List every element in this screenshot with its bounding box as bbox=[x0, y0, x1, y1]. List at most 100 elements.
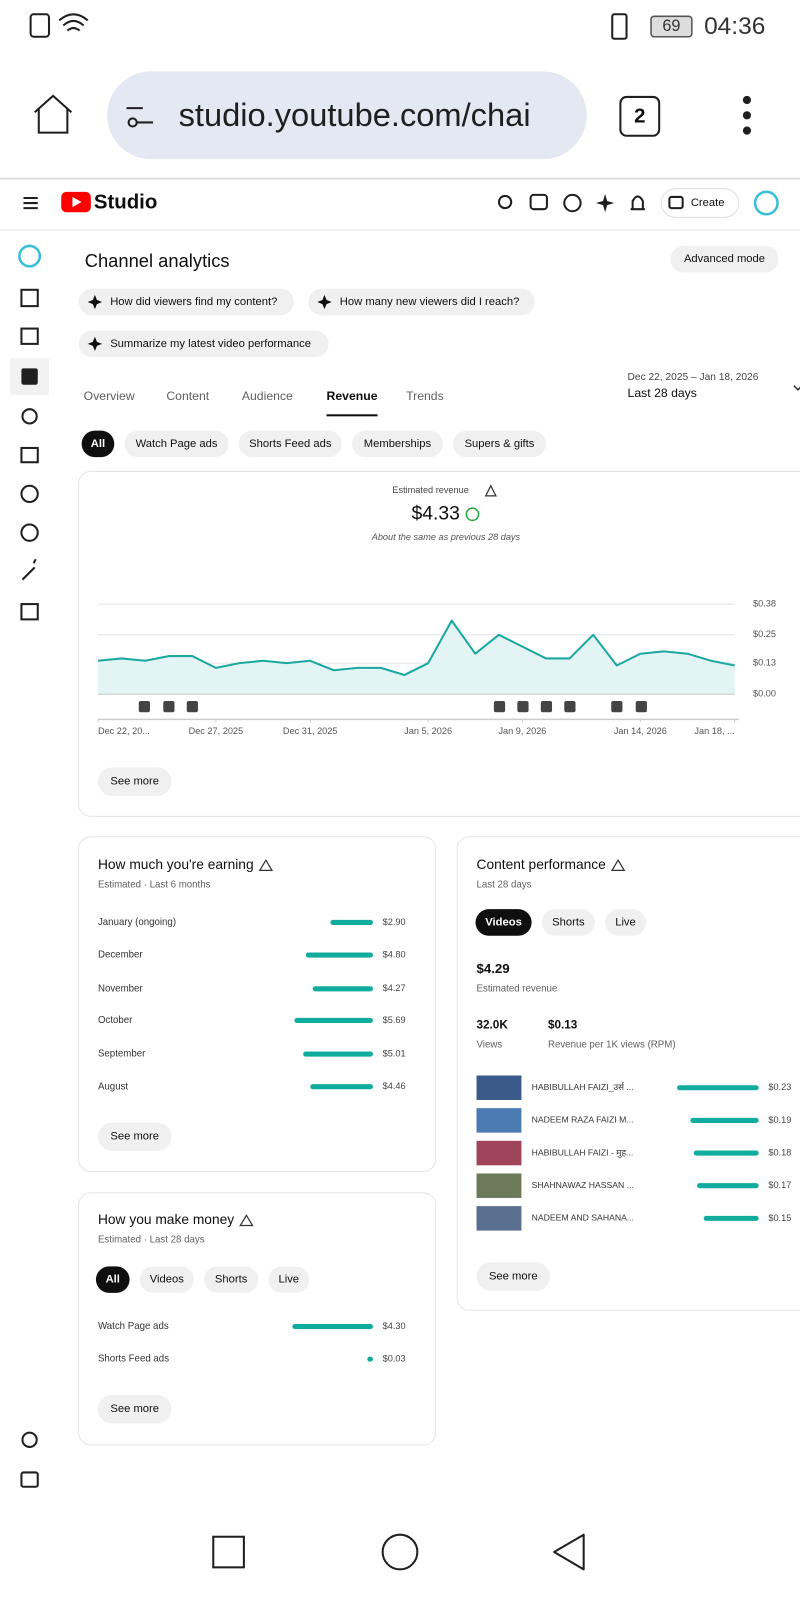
prompt-label[interactable]: Summarize my latest video performance bbox=[110, 338, 311, 350]
battery-level: 69 bbox=[662, 17, 680, 35]
nav-dashboard[interactable] bbox=[20, 288, 39, 308]
content-tab-label[interactable]: Videos bbox=[485, 916, 522, 928]
back-button[interactable] bbox=[553, 1533, 585, 1571]
comments-icon[interactable] bbox=[529, 193, 548, 211]
vibrate-icon bbox=[611, 13, 628, 40]
content-tab-label[interactable]: Shorts bbox=[552, 916, 585, 928]
tab[interactable]: Content bbox=[166, 389, 209, 403]
recents-button[interactable] bbox=[212, 1535, 245, 1569]
event-icon bbox=[186, 701, 198, 713]
sparkle bbox=[87, 294, 103, 310]
nav-content[interactable] bbox=[20, 327, 39, 345]
value-label: $0.19 bbox=[768, 1115, 791, 1125]
menu-dot bbox=[742, 126, 752, 135]
filter-chip[interactable] bbox=[81, 430, 115, 458]
nav-audio[interactable] bbox=[20, 603, 39, 621]
sidebar-avatar[interactable] bbox=[18, 244, 42, 268]
x-tick-label: Jan 14, 2026 bbox=[614, 726, 667, 736]
thumbnail[interactable] bbox=[476, 1075, 522, 1100]
money-card bbox=[78, 1192, 437, 1446]
nav-feedback[interactable] bbox=[20, 1471, 39, 1488]
site-settings-icon[interactable] bbox=[126, 107, 154, 124]
card-subtitle: Last 28 days bbox=[477, 879, 532, 890]
nav-earn[interactable] bbox=[20, 523, 39, 542]
see-more-button-label[interactable]: See more bbox=[110, 1403, 159, 1415]
avatar[interactable] bbox=[753, 190, 779, 216]
content-tab[interactable] bbox=[605, 909, 646, 936]
filter-chip[interactable] bbox=[238, 430, 342, 458]
url[interactable]: studio.youtube.com/chai bbox=[179, 96, 531, 133]
metric-label: Views bbox=[477, 1039, 503, 1050]
tab-count[interactable]: 2 bbox=[634, 106, 645, 128]
money-tab[interactable] bbox=[95, 1266, 130, 1293]
nav-analytics[interactable] bbox=[21, 368, 38, 385]
nav-subtitles[interactable] bbox=[20, 446, 39, 464]
thumbnail[interactable] bbox=[476, 1173, 522, 1198]
money-tab-label[interactable]: Shorts bbox=[215, 1274, 248, 1286]
content-tab-label[interactable]: Live bbox=[615, 916, 636, 928]
money-tab-label[interactable]: Videos bbox=[150, 1274, 184, 1286]
content-tab[interactable] bbox=[541, 909, 595, 936]
thumbnail[interactable] bbox=[476, 1108, 522, 1133]
nav-settings[interactable] bbox=[21, 1431, 38, 1448]
tab[interactable]: Trends bbox=[406, 389, 444, 403]
see-more-button[interactable] bbox=[97, 1394, 172, 1424]
x-tick-label: Jan 18, ... bbox=[694, 726, 734, 736]
filter-chip-label[interactable]: Memberships bbox=[364, 438, 432, 450]
nav-copyright[interactable] bbox=[20, 484, 39, 504]
sparkle-icon[interactable] bbox=[595, 193, 615, 213]
money-tab-label[interactable]: All bbox=[106, 1274, 120, 1286]
menu-dot[interactable] bbox=[742, 95, 752, 105]
home-nav-button[interactable] bbox=[381, 1533, 419, 1571]
url-bar[interactable] bbox=[107, 71, 587, 160]
money-tab[interactable] bbox=[268, 1266, 310, 1293]
tab[interactable]: Audience bbox=[242, 389, 293, 403]
home-button[interactable] bbox=[34, 94, 73, 134]
filter-chip-label[interactable]: All bbox=[91, 438, 105, 450]
filter-chip-label[interactable]: Shorts Feed ads bbox=[249, 438, 332, 450]
tabs-button[interactable] bbox=[619, 95, 661, 137]
prompt-label[interactable]: How did viewers find my content? bbox=[110, 296, 277, 308]
tab[interactable]: Overview bbox=[84, 389, 135, 403]
advanced-mode-button-label[interactable]: Advanced mode bbox=[684, 253, 765, 265]
filter-chip-label[interactable]: Supers & gifts bbox=[465, 438, 535, 450]
event-icon bbox=[611, 701, 623, 713]
search-icon[interactable] bbox=[497, 194, 513, 210]
date-period[interactable]: Last 28 days bbox=[628, 386, 697, 400]
prompt-chip[interactable] bbox=[308, 288, 535, 316]
money-tab[interactable] bbox=[204, 1266, 259, 1293]
prompt-chip[interactable] bbox=[78, 330, 329, 358]
see-more-button[interactable] bbox=[476, 1262, 550, 1291]
help-icon[interactable] bbox=[563, 193, 582, 213]
filter-chip[interactable] bbox=[352, 430, 443, 458]
see-more-button-label[interactable]: See more bbox=[110, 1131, 159, 1143]
row-label: September bbox=[98, 1049, 146, 1060]
thumbnail[interactable] bbox=[476, 1206, 522, 1231]
row-label: November bbox=[98, 983, 143, 994]
area bbox=[97, 620, 735, 694]
content-tab[interactable] bbox=[475, 909, 532, 936]
hamburger[interactable] bbox=[23, 196, 38, 210]
nav-community[interactable] bbox=[21, 408, 38, 425]
advanced-mode-button[interactable] bbox=[670, 245, 779, 273]
dropdown-arrow[interactable] bbox=[793, 385, 800, 391]
see-more-button[interactable] bbox=[97, 1122, 172, 1152]
see-more-button-label[interactable]: See more bbox=[110, 776, 159, 788]
prompt-label[interactable]: How many new viewers did I reach? bbox=[340, 296, 520, 308]
thumbnail[interactable] bbox=[476, 1140, 522, 1166]
prompt-chip[interactable] bbox=[78, 288, 294, 316]
create-label[interactable]: Create bbox=[691, 197, 725, 209]
tab[interactable]: Revenue bbox=[327, 389, 378, 403]
nav-customize[interactable] bbox=[21, 558, 37, 581]
filter-chip-label[interactable]: Watch Page ads bbox=[136, 438, 218, 450]
bell-icon[interactable] bbox=[630, 195, 645, 211]
filter-chip[interactable] bbox=[453, 430, 546, 458]
money-tab-label[interactable]: Live bbox=[278, 1274, 299, 1286]
menu-dot bbox=[742, 111, 752, 120]
date-range[interactable]: Dec 22, 2025 – Jan 18, 2026 bbox=[628, 372, 759, 383]
money-tab[interactable] bbox=[139, 1266, 194, 1293]
filter-chip[interactable] bbox=[124, 430, 229, 458]
see-more-button-label[interactable]: See more bbox=[489, 1270, 538, 1282]
y-tick-label: $0.38 bbox=[753, 599, 776, 609]
see-more-button[interactable] bbox=[97, 767, 172, 796]
